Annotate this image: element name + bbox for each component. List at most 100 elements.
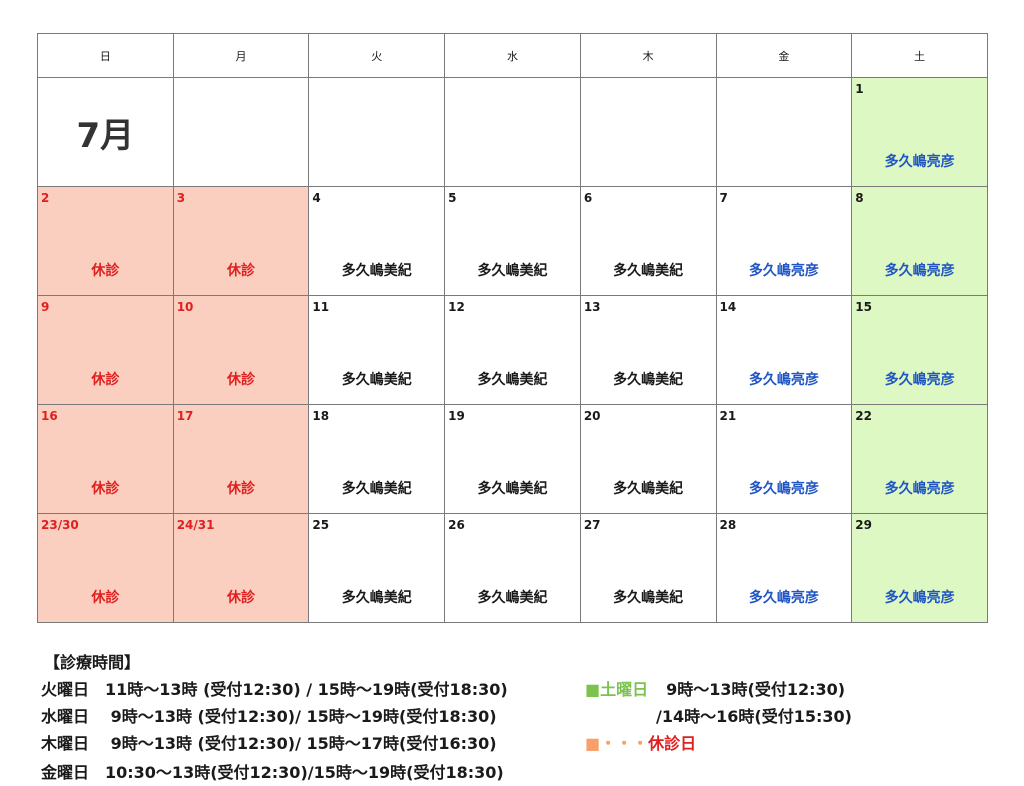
hours-title: 【診療時間】	[44, 653, 141, 672]
closed-label: 休診	[91, 372, 120, 388]
calendar-week-row: 16 休診 17 休診 18 多久嶋美紀 19 多久嶋美紀 20 多久嶋美紀 21 多久嶋亮彦 22 多久…	[37, 404, 988, 514]
calendar-day-cell: 29 多久嶋亮彦	[851, 513, 988, 623]
calendar-day-cell	[172, 77, 310, 187]
doctor-name: 多久嶋亮彦	[748, 372, 819, 388]
day-number: 4	[312, 191, 321, 205]
calendar-day-cell: 16 休診	[37, 404, 174, 514]
weekday-mon: 月	[172, 33, 310, 78]
day-number: 19	[448, 409, 465, 423]
day-number: 23/30	[41, 518, 79, 532]
day-number: 10	[176, 300, 194, 314]
doctor-name: 多久嶋美紀	[613, 372, 684, 388]
doctor-name: 多久嶋美紀	[341, 590, 412, 606]
calendar-day-cell: 21 多久嶋亮彦	[715, 404, 853, 514]
doctor-name: 多久嶋亮彦	[884, 263, 955, 279]
closed-day-legend: ■・・・休診日	[585, 730, 696, 754]
calendar-day-cell: 17 休診	[172, 404, 310, 514]
calendar-day-cell: 8 多久嶋亮彦	[851, 186, 988, 296]
calendar-day-cell	[308, 77, 446, 187]
saturday-hours-block: ■土曜日 9時～13時(受付12:30)	[585, 676, 845, 700]
calendar-day-cell: 1 多久嶋亮彦	[851, 77, 988, 187]
day-number: 17	[176, 409, 194, 423]
day-number: 8	[855, 191, 864, 205]
weekday-thu: 木	[579, 33, 717, 78]
closed-label: 休診	[227, 372, 256, 388]
day-number: 12	[448, 300, 465, 314]
closed-label: 休診	[227, 263, 256, 279]
doctor-name: 多久嶋美紀	[477, 372, 548, 388]
saturday-legend-label: ■土曜日	[585, 680, 649, 699]
day-number: 18	[312, 409, 330, 423]
calendar-day-cell: 26 多久嶋美紀	[444, 513, 581, 623]
hours-tuesday: 火曜日 11時～13時 (受付12:30) / 15時～19時(受付18:30)	[41, 680, 508, 699]
doctor-name: 多久嶋美紀	[341, 263, 412, 279]
day-number: 7	[719, 191, 728, 205]
weekday-header-row: 日 月 火 水 木 金 土	[37, 33, 988, 78]
calendar-week-row: 23/30 休診 24/31 休診 25 多久嶋美紀 26 多久嶋美紀 27 多久嶋美紀 28 多久嶋…	[37, 513, 988, 623]
weekday-sun: 日	[37, 33, 174, 78]
hours-thursday: 木曜日 9時～13時 (受付12:30)/ 15時～17時(受付16:30)	[41, 734, 497, 753]
calendar-day-cell: 2 休診	[37, 186, 174, 296]
calendar-week-row: 2 休診 3 休診 4 多久嶋美紀 5 多久嶋美紀 6 多久嶋美紀 7 多久嶋亮彦 8 多久嶋亮彦	[37, 186, 988, 296]
calendar-day-cell: 23/30 休診	[37, 513, 174, 623]
day-number: 6	[583, 191, 593, 205]
closed-label: 休診	[91, 263, 120, 279]
calendar-day-cell: 4 多久嶋美紀	[308, 186, 446, 296]
calendar-day-cell: 5 多久嶋美紀	[444, 186, 581, 296]
calendar-day-cell: 7 多久嶋亮彦	[715, 186, 853, 296]
calendar-day-cell: 10 休診	[172, 295, 310, 405]
day-number: 27	[583, 518, 601, 532]
calendar-day-cell	[444, 77, 581, 187]
closed-label: 休診	[91, 590, 120, 606]
day-number: 14	[719, 300, 737, 314]
doctor-name: 多久嶋亮彦	[884, 372, 955, 388]
calendar-day-cell: 11 多久嶋美紀	[308, 295, 446, 405]
day-number: 9	[41, 300, 50, 314]
saturday-hours-line2: /14時～16時(受付15:30)	[656, 707, 852, 726]
calendar-day-cell: 27 多久嶋美紀	[579, 513, 717, 623]
calendar-day-cell: 25 多久嶋美紀	[308, 513, 446, 623]
doctor-name: 多久嶋美紀	[613, 481, 684, 497]
day-number: 28	[719, 518, 737, 532]
day-number: 5	[448, 191, 457, 205]
doctor-name: 多久嶋亮彦	[884, 481, 955, 497]
day-number: 16	[41, 409, 58, 423]
hours-wednesday: 水曜日 9時～13時 (受付12:30)/ 15時～19時(受付18:30)	[41, 707, 497, 726]
calendar-day-cell: 28 多久嶋亮彦	[715, 513, 853, 623]
day-number: 22	[855, 409, 872, 423]
calendar-day-cell: 6 多久嶋美紀	[579, 186, 717, 296]
calendar-day-cell: 20 多久嶋美紀	[579, 404, 717, 514]
closed-day-swatch: ■・・・	[585, 734, 649, 753]
calendar-day-cell: 13 多久嶋美紀	[579, 295, 717, 405]
doctor-name: 多久嶋美紀	[613, 263, 684, 279]
day-number: 26	[448, 518, 465, 532]
day-number: 13	[583, 300, 601, 314]
calendar-day-cell: 14 多久嶋亮彦	[715, 295, 853, 405]
calendar-day-cell	[579, 77, 717, 187]
saturday-hours-line1: 9時～13時(受付12:30)	[666, 680, 846, 699]
calendar-day-cell: 3 休診	[172, 186, 310, 296]
doctor-name: 多久嶋美紀	[477, 263, 548, 279]
day-number: 21	[719, 409, 737, 423]
day-number: 24/31	[176, 518, 215, 532]
calendar-day-cell: 12 多久嶋美紀	[444, 295, 581, 405]
day-number: 29	[855, 518, 872, 532]
day-number: 15	[855, 300, 872, 314]
calendar-day-cell: 7月	[37, 77, 174, 187]
calendar-day-cell: 18 多久嶋美紀	[308, 404, 446, 514]
day-number: 3	[176, 191, 186, 205]
calendar-day-cell: 15 多久嶋亮彦	[851, 295, 988, 405]
calendar-day-cell: 24/31 休診	[172, 513, 310, 623]
doctor-name: 多久嶋亮彦	[884, 154, 955, 170]
doctor-name: 多久嶋美紀	[613, 590, 684, 606]
calendar-day-cell: 9 休診	[37, 295, 174, 405]
day-number: 11	[312, 300, 330, 314]
calendar-day-cell: 19 多久嶋美紀	[444, 404, 581, 514]
closed-day-label: 休診日	[648, 734, 697, 753]
month-label: 7月	[76, 116, 135, 156]
closed-label: 休診	[227, 481, 256, 497]
doctor-name: 多久嶋亮彦	[748, 590, 819, 606]
doctor-name: 多久嶋美紀	[477, 590, 548, 606]
calendar-week-row: 7月 1 多久嶋亮彦	[37, 77, 988, 187]
day-number: 20	[583, 409, 601, 423]
